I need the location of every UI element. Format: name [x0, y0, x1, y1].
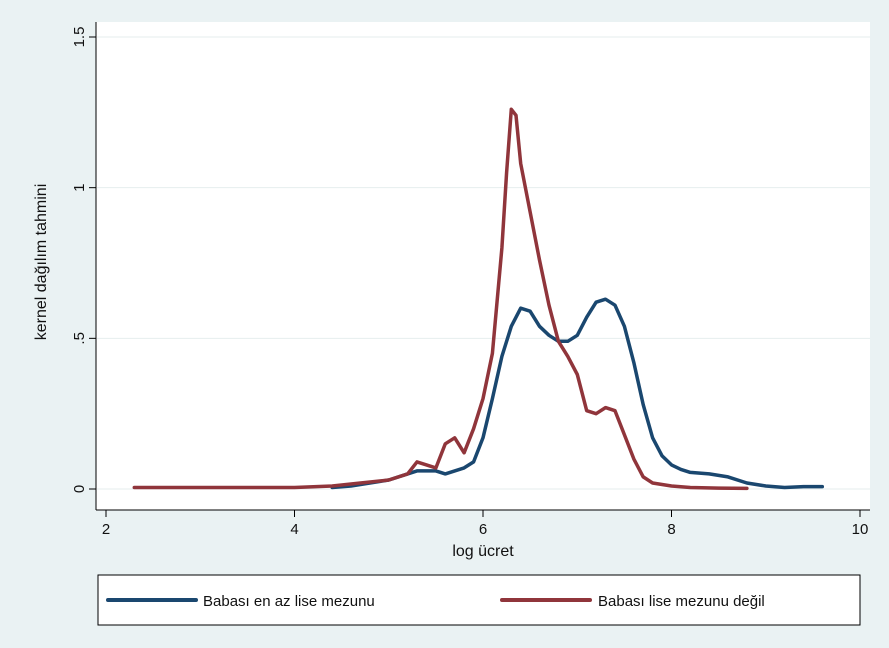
x-tick-label: 2 — [102, 521, 110, 538]
x-tick-label: 4 — [290, 521, 298, 538]
x-tick-label: 8 — [667, 521, 675, 538]
legend-label-series-1: Babası en az lise mezunu — [203, 593, 375, 610]
y-axis-ticks: 0 .5 1 1.5 — [71, 27, 96, 493]
legend-label-series-2: Babası lise mezunu değil — [598, 593, 765, 610]
y-tick-label: 1.5 — [71, 27, 88, 48]
y-tick-label: 0 — [71, 485, 88, 493]
legend-box — [97, 574, 861, 626]
plot-area — [96, 22, 870, 510]
y-tick-label: 1 — [71, 183, 88, 191]
series-line-2 — [132, 107, 749, 491]
series-lines — [132, 107, 825, 491]
legend: Babası en az lise mezunu Babası lise mez… — [97, 574, 861, 626]
x-tick-label: 10 — [852, 521, 869, 538]
y-tick-label: .5 — [71, 332, 88, 345]
x-axis-title: log ücret — [452, 543, 514, 560]
y-axis-title: kernel dağılım tahmini — [33, 184, 50, 341]
x-tick-label: 6 — [479, 521, 487, 538]
x-axis-ticks: 2 4 6 8 10 — [102, 510, 869, 538]
series-line-1 — [330, 297, 825, 490]
